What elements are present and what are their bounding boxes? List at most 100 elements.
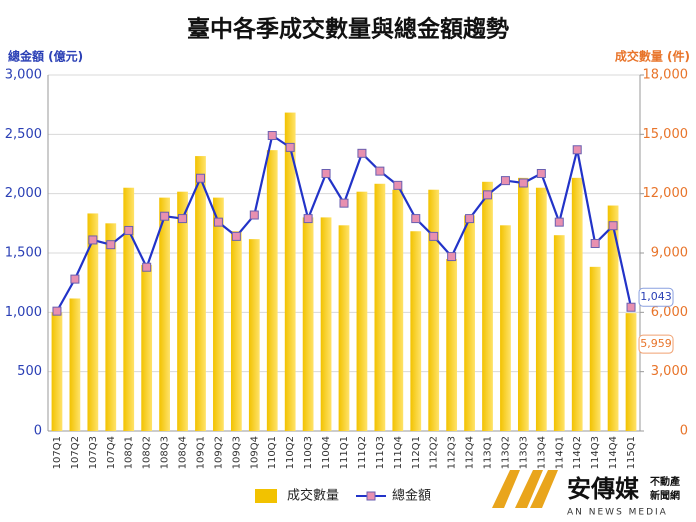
bar: [500, 225, 511, 431]
bar: [248, 239, 260, 431]
x-tick-label: 108Q4: [178, 436, 189, 469]
bar: [230, 231, 242, 431]
line-marker: [70, 274, 80, 284]
line-marker: [465, 214, 475, 224]
x-tick-label: 109Q1: [195, 436, 206, 469]
y2-tick-label: 3,000: [651, 364, 688, 379]
line-marker: [500, 176, 510, 186]
x-tick-label: 114Q4: [608, 436, 619, 469]
x-tick-label: 108Q1: [124, 436, 135, 469]
bar: [302, 217, 314, 431]
bar: [374, 183, 386, 431]
x-tick-label: 110Q3: [303, 436, 314, 469]
line-marker: [339, 198, 349, 208]
line-marker: [160, 211, 170, 221]
logo-tag: 新聞網: [650, 489, 680, 502]
line-marker: [518, 178, 528, 188]
x-tick-label: 113Q4: [536, 436, 547, 469]
x-tick-label: 110Q2: [285, 436, 296, 469]
x-tick-label: 114Q3: [590, 436, 601, 469]
x-tick-label: 108Q3: [160, 436, 171, 469]
legend-swatch: [366, 491, 376, 501]
line-marker: [393, 180, 403, 190]
x-tick-label: 114Q1: [554, 436, 565, 469]
bar: [392, 189, 404, 431]
logo-tag: 不動產: [650, 475, 680, 488]
x-tick-label: 110Q1: [267, 436, 278, 469]
y2-tick-label: 6,000: [651, 305, 688, 320]
line-marker: [321, 168, 331, 178]
bar: [284, 112, 296, 432]
line-marker: [213, 217, 223, 227]
x-tick-label: 114Q2: [572, 436, 583, 469]
bar: [320, 217, 332, 431]
bar: [482, 181, 493, 431]
bar: [410, 231, 422, 431]
y-axis-label: 總金額 (億元): [8, 49, 83, 64]
bar: [195, 156, 206, 432]
x-tick-label: 111Q2: [357, 436, 368, 469]
line-marker: [88, 235, 98, 245]
y-tick-label: 2,500: [5, 127, 42, 142]
bar: [266, 150, 278, 431]
data-label: 1,043: [640, 290, 672, 303]
x-tick-label: 110Q4: [321, 436, 332, 469]
bar: [159, 197, 170, 431]
bar: [213, 197, 224, 431]
bar: [535, 187, 547, 431]
line-marker: [536, 168, 546, 178]
x-tick-label: 112Q4: [465, 436, 476, 469]
bar: [464, 215, 475, 431]
bar: [69, 298, 81, 431]
y2-tick-label: 18,000: [643, 68, 689, 83]
line-marker: [303, 214, 313, 224]
x-tick-label: 113Q2: [500, 436, 511, 469]
x-tick-label: 107Q4: [106, 436, 117, 469]
x-tick-label: 107Q2: [70, 436, 81, 469]
line-marker: [142, 262, 152, 272]
bar: [123, 187, 135, 431]
y2-tick-label: 0: [680, 424, 688, 439]
legend-label: 總金額: [392, 488, 431, 504]
bar: [428, 189, 440, 431]
x-tick-label: 111Q4: [393, 436, 404, 469]
line-marker: [285, 142, 295, 152]
x-tick-label: 112Q3: [447, 436, 458, 469]
line-marker: [195, 173, 205, 183]
line-marker: [249, 210, 259, 220]
y-tick-label: 3,000: [5, 68, 42, 83]
bar: [625, 313, 637, 431]
y2-tick-label: 12,000: [643, 186, 689, 201]
line-marker: [124, 225, 134, 235]
chart-title: 臺中各季成交數量與總金額趨勢: [187, 16, 509, 43]
y2-axis-label: 成交數量 (件): [615, 49, 690, 64]
line-marker: [267, 131, 277, 141]
y-tick-label: 0: [34, 424, 42, 439]
x-tick-label: 111Q3: [375, 436, 386, 469]
y2-tick-label: 15,000: [643, 127, 689, 142]
line-marker: [590, 239, 600, 249]
legend-label: 成交數量: [287, 488, 339, 504]
line-marker: [572, 145, 582, 155]
bar: [141, 264, 153, 431]
data-label-box: [638, 334, 674, 354]
bar: [571, 177, 583, 431]
x-tick-label: 111Q1: [339, 436, 350, 469]
line-marker: [447, 252, 457, 262]
data-label-box: [638, 287, 674, 307]
line-marker: [375, 166, 385, 176]
line-marker: [608, 221, 618, 231]
line-marker: [357, 148, 367, 158]
bar: [446, 258, 458, 431]
x-tick-label: 109Q2: [213, 436, 224, 469]
logo-icon: [492, 470, 558, 508]
x-tick-label: 113Q1: [483, 436, 494, 469]
line-marker: [106, 240, 116, 250]
bar: [105, 223, 117, 431]
x-tick-label: 112Q1: [411, 436, 422, 469]
x-tick-label: 113Q3: [518, 436, 529, 469]
bar: [589, 266, 601, 431]
line-marker: [554, 217, 564, 227]
logo-sub: AN NEWS MEDIA: [567, 508, 668, 518]
